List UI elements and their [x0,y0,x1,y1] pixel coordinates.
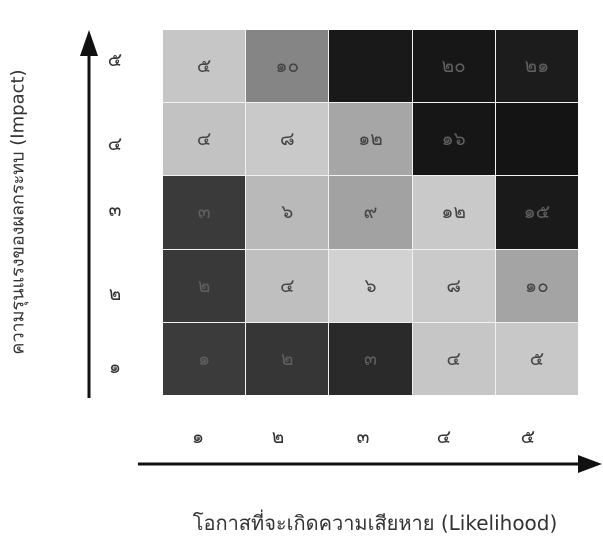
y-tick-4: ๔ [107,133,123,155]
x-axis-title: โอกาสที่จะเกิดความเสียหาย (Likelihood) [192,511,558,535]
matrix-cell-r1-c1: ๕ [163,30,246,103]
matrix-cell-r5-c1: ๑ [163,322,246,395]
matrix-cell-r1-c5: ๒๑ [495,30,578,103]
matrix-cell-r2-c2: ๘ [246,103,329,176]
x-tick-2: ๒ [271,426,285,448]
matrix-cell-r4-c2: ๔ [246,249,329,322]
matrix-cell-r4-c1: ๒ [163,249,246,322]
y-axis-title-text: ความรุนแรงของผลกระทบ (Impact) [7,69,29,355]
matrix-cell-r4-c3: ๖ [329,249,412,322]
x-tick-3: ๓ [356,426,370,448]
matrix-cell-r4-c4: ๘ [412,249,495,322]
y-tick-3: ๓ [108,199,122,221]
matrix-cell-r5-c4: ๔ [412,322,495,395]
y-tick-1: ๑ [108,356,122,378]
matrix-cell-r1-c3 [329,30,412,103]
x-tick-4: ๔ [436,426,452,448]
x-tick-1: ๑ [191,426,205,448]
y-tick-2: ๒ [108,283,122,305]
matrix-cell-r3-c3: ๙ [329,176,412,249]
matrix-cell-r5-c3: ๓ [329,322,412,395]
matrix-cell-r1-c4: ๒๐ [412,30,495,103]
matrix-cell-r2-c5 [495,103,578,176]
y-tick-5: ๕ [107,49,123,71]
risk-matrix-grid: ๕๑๐ ๒๐ ๒๑๔๘๑๒ ๑๖๓๖๙๑๒ ๑๕๒๔๖๘๑๐๑๒๓๔๕ [163,30,578,395]
matrix-cell-r2-c3: ๑๒ [329,103,412,176]
matrix-cell-r3-c5: ๑๕ [495,176,578,249]
matrix-cell-r3-c2: ๖ [246,176,329,249]
matrix-cell-r5-c2: ๒ [246,322,329,395]
matrix-cell-r2-c1: ๔ [163,103,246,176]
matrix-cell-r3-c1: ๓ [163,176,246,249]
matrix-cell-r3-c4: ๑๒ [412,176,495,249]
matrix-cell-r1-c2: ๑๐ [246,30,329,103]
matrix-cell-r5-c5: ๕ [495,322,578,395]
matrix-cell-r2-c4: ๑๖ [412,103,495,176]
matrix-cell-r4-c5: ๑๐ [495,249,578,322]
x-tick-5: ๕ [520,426,536,448]
